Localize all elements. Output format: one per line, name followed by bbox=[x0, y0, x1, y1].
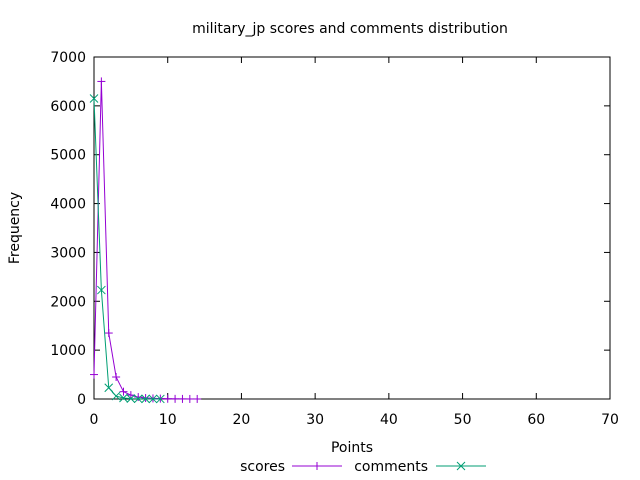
x-tick-label: 40 bbox=[380, 412, 398, 428]
plot-area-border bbox=[93, 56, 611, 400]
data-point-comments bbox=[141, 394, 150, 404]
y-axis-label: Frequency bbox=[7, 192, 23, 264]
data-point-scores bbox=[104, 329, 113, 338]
y-tick-label: 1000 bbox=[50, 343, 86, 359]
y-tick-label: 7000 bbox=[50, 50, 86, 66]
data-point-scores bbox=[97, 77, 106, 86]
x-tick-label: 30 bbox=[306, 412, 324, 428]
data-point-comments bbox=[148, 394, 158, 404]
data-point-comments bbox=[126, 394, 136, 403]
data-point-scores bbox=[193, 394, 202, 403]
data-point-scores bbox=[90, 370, 98, 379]
series-line-comments bbox=[93, 98, 161, 400]
data-point-scores bbox=[134, 393, 143, 402]
data-point-comments bbox=[119, 393, 128, 403]
legend-marker-scores bbox=[313, 462, 321, 470]
data-point-scores bbox=[178, 394, 187, 403]
data-point-comments bbox=[133, 394, 143, 404]
data-point-scores bbox=[126, 391, 135, 400]
data-point-comments bbox=[89, 94, 99, 103]
data-point-scores bbox=[119, 387, 128, 396]
legend: scores comments bbox=[240, 459, 486, 475]
y-tick-label: 5000 bbox=[50, 148, 86, 164]
y-axis: 0 1000 2000 3000 4000 5000 6000 7000 bbox=[50, 50, 610, 408]
data-point-scores bbox=[141, 394, 150, 403]
x-tick-label: 0 bbox=[90, 412, 99, 428]
y-tick-label: 3000 bbox=[50, 245, 86, 261]
x-tick-label: 20 bbox=[233, 412, 251, 428]
chart-title: military_jp scores and comments distribu… bbox=[192, 21, 508, 37]
data-point-scores bbox=[185, 394, 194, 403]
x-tick-label: 60 bbox=[527, 412, 545, 428]
series-layer bbox=[89, 77, 202, 404]
data-point-comments bbox=[155, 394, 165, 404]
x-tick-label: 70 bbox=[601, 412, 619, 428]
data-point-scores bbox=[112, 373, 121, 382]
series-line-scores bbox=[93, 81, 198, 400]
y-tick-label: 6000 bbox=[50, 99, 86, 115]
legend-label-scores: scores bbox=[240, 459, 285, 475]
y-tick-label: 2000 bbox=[50, 294, 86, 310]
x-axis-label: Points bbox=[331, 440, 373, 456]
legend-marker-comments bbox=[456, 461, 466, 471]
data-point-scores bbox=[171, 394, 180, 403]
data-point-comments bbox=[111, 391, 121, 401]
legend-label-comments: comments bbox=[354, 459, 428, 475]
data-point-comments bbox=[104, 383, 114, 393]
y-tick-label: 4000 bbox=[50, 197, 86, 213]
x-tick-label: 50 bbox=[454, 412, 472, 428]
y-tick-label: 0 bbox=[77, 392, 86, 408]
x-axis: 0 10 20 30 40 50 60 70 bbox=[90, 57, 619, 428]
data-point-scores bbox=[163, 394, 172, 403]
data-point-comments bbox=[97, 285, 106, 295]
x-tick-label: 10 bbox=[159, 412, 177, 428]
